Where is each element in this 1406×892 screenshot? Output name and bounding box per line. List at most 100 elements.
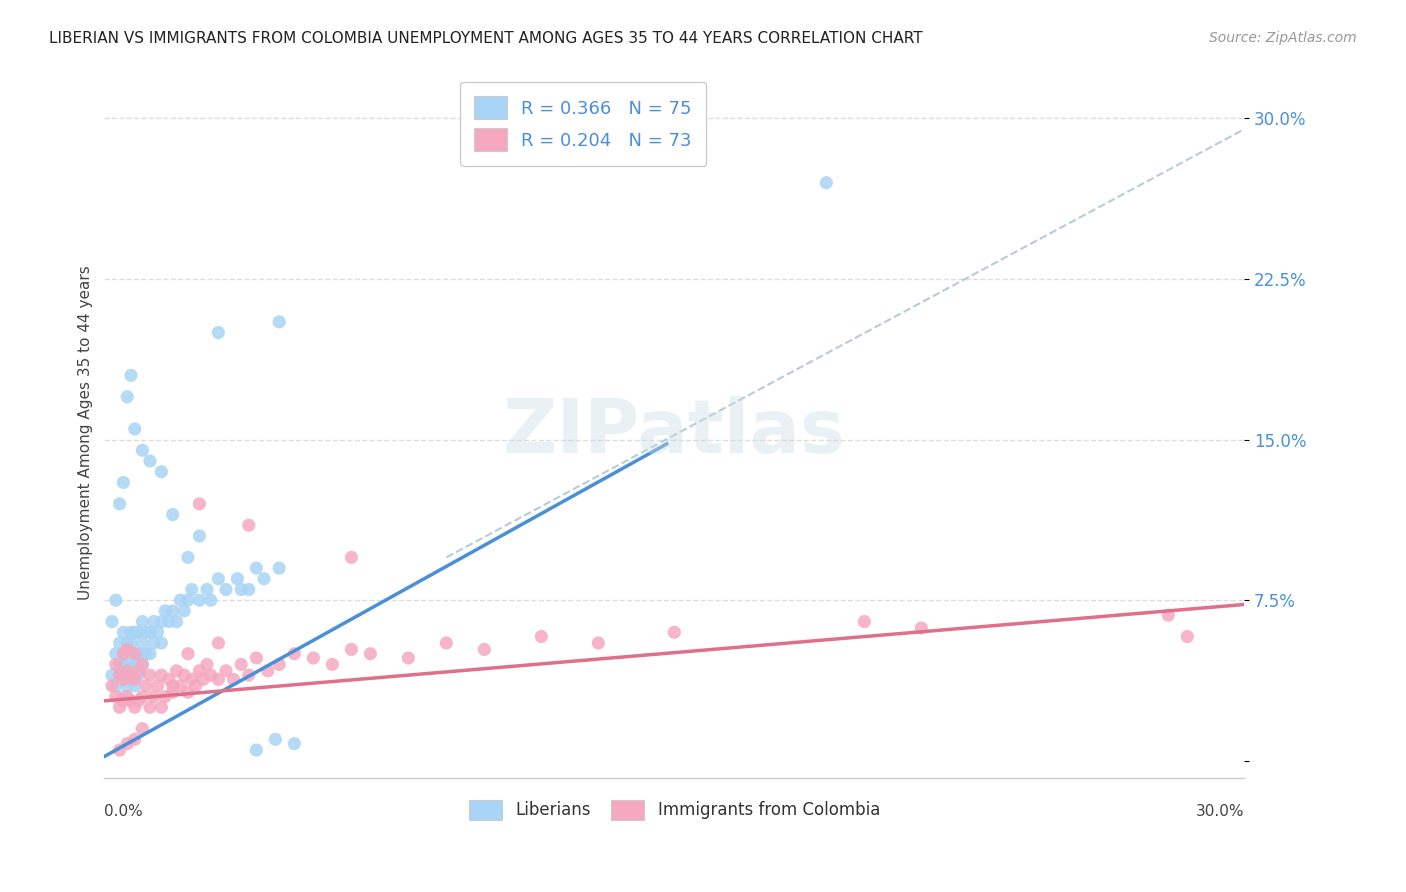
Point xyxy=(146,679,169,693)
Point xyxy=(142,690,165,704)
Point xyxy=(153,604,176,618)
Point xyxy=(112,657,135,672)
Point xyxy=(215,582,238,597)
Point xyxy=(124,625,146,640)
Point xyxy=(169,593,191,607)
Point xyxy=(472,642,495,657)
Point xyxy=(128,668,150,682)
Point xyxy=(108,700,131,714)
Point xyxy=(124,700,146,714)
Point xyxy=(195,582,218,597)
Point xyxy=(169,679,191,693)
Point xyxy=(188,664,211,678)
Point xyxy=(200,668,222,682)
Point xyxy=(1175,630,1198,644)
Point xyxy=(184,679,207,693)
Point xyxy=(128,647,150,661)
Point xyxy=(245,743,267,757)
Point xyxy=(124,679,146,693)
Point xyxy=(256,664,278,678)
Point xyxy=(115,636,138,650)
Point xyxy=(910,621,932,635)
Point xyxy=(101,668,124,682)
Point xyxy=(124,657,146,672)
Point xyxy=(157,673,180,687)
Point xyxy=(853,615,876,629)
Point xyxy=(104,690,127,704)
Point xyxy=(396,651,419,665)
Point xyxy=(139,700,162,714)
Point xyxy=(108,743,131,757)
Point xyxy=(226,572,249,586)
Point xyxy=(321,657,343,672)
Point xyxy=(150,465,173,479)
Point xyxy=(124,647,146,661)
Point xyxy=(120,694,142,708)
Point xyxy=(115,737,138,751)
Point xyxy=(139,668,162,682)
Point xyxy=(112,625,135,640)
Point xyxy=(173,604,195,618)
Point xyxy=(128,625,150,640)
Text: 30.0%: 30.0% xyxy=(1195,804,1244,819)
Point xyxy=(112,475,135,490)
Point xyxy=(101,615,124,629)
Point xyxy=(195,657,218,672)
Point xyxy=(112,668,135,682)
Point xyxy=(104,593,127,607)
Point xyxy=(340,642,363,657)
Point xyxy=(177,593,200,607)
Point xyxy=(112,690,135,704)
Point xyxy=(238,668,260,682)
Point xyxy=(238,582,260,597)
Point xyxy=(177,685,200,699)
Point xyxy=(128,664,150,678)
Legend: Liberians, Immigrants from Colombia: Liberians, Immigrants from Colombia xyxy=(460,791,889,829)
Text: 0.0%: 0.0% xyxy=(104,804,143,819)
Point xyxy=(215,664,238,678)
Point xyxy=(124,647,146,661)
Point xyxy=(120,668,142,682)
Point xyxy=(124,422,146,436)
Point xyxy=(180,673,202,687)
Point xyxy=(120,636,142,650)
Point xyxy=(188,593,211,607)
Point xyxy=(104,647,127,661)
Point xyxy=(269,561,291,575)
Point xyxy=(139,647,162,661)
Point xyxy=(207,326,229,340)
Point xyxy=(434,636,457,650)
Point xyxy=(104,679,127,693)
Point xyxy=(112,647,135,661)
Point xyxy=(128,694,150,708)
Text: LIBERIAN VS IMMIGRANTS FROM COLOMBIA UNEMPLOYMENT AMONG AGES 35 TO 44 YEARS CORR: LIBERIAN VS IMMIGRANTS FROM COLOMBIA UNE… xyxy=(49,31,922,46)
Point xyxy=(135,679,157,693)
Point xyxy=(108,636,131,650)
Point xyxy=(664,625,686,640)
Point xyxy=(157,615,180,629)
Point xyxy=(108,668,131,682)
Point xyxy=(283,737,305,751)
Point xyxy=(238,518,260,533)
Point xyxy=(231,657,253,672)
Point xyxy=(150,636,173,650)
Point xyxy=(188,497,211,511)
Point xyxy=(112,673,135,687)
Point xyxy=(222,673,245,687)
Text: Source: ZipAtlas.com: Source: ZipAtlas.com xyxy=(1209,31,1357,45)
Point xyxy=(200,593,222,607)
Point xyxy=(108,668,131,682)
Point xyxy=(815,176,838,190)
Point xyxy=(231,582,253,597)
Point xyxy=(530,630,553,644)
Y-axis label: Unemployment Among Ages 35 to 44 years: Unemployment Among Ages 35 to 44 years xyxy=(79,265,93,599)
Point xyxy=(131,636,153,650)
Point xyxy=(142,615,165,629)
Point xyxy=(131,657,153,672)
Point xyxy=(193,673,215,687)
Point xyxy=(131,722,153,736)
Point xyxy=(173,668,195,682)
Point xyxy=(131,615,153,629)
Point xyxy=(153,690,176,704)
Point xyxy=(1157,608,1180,623)
